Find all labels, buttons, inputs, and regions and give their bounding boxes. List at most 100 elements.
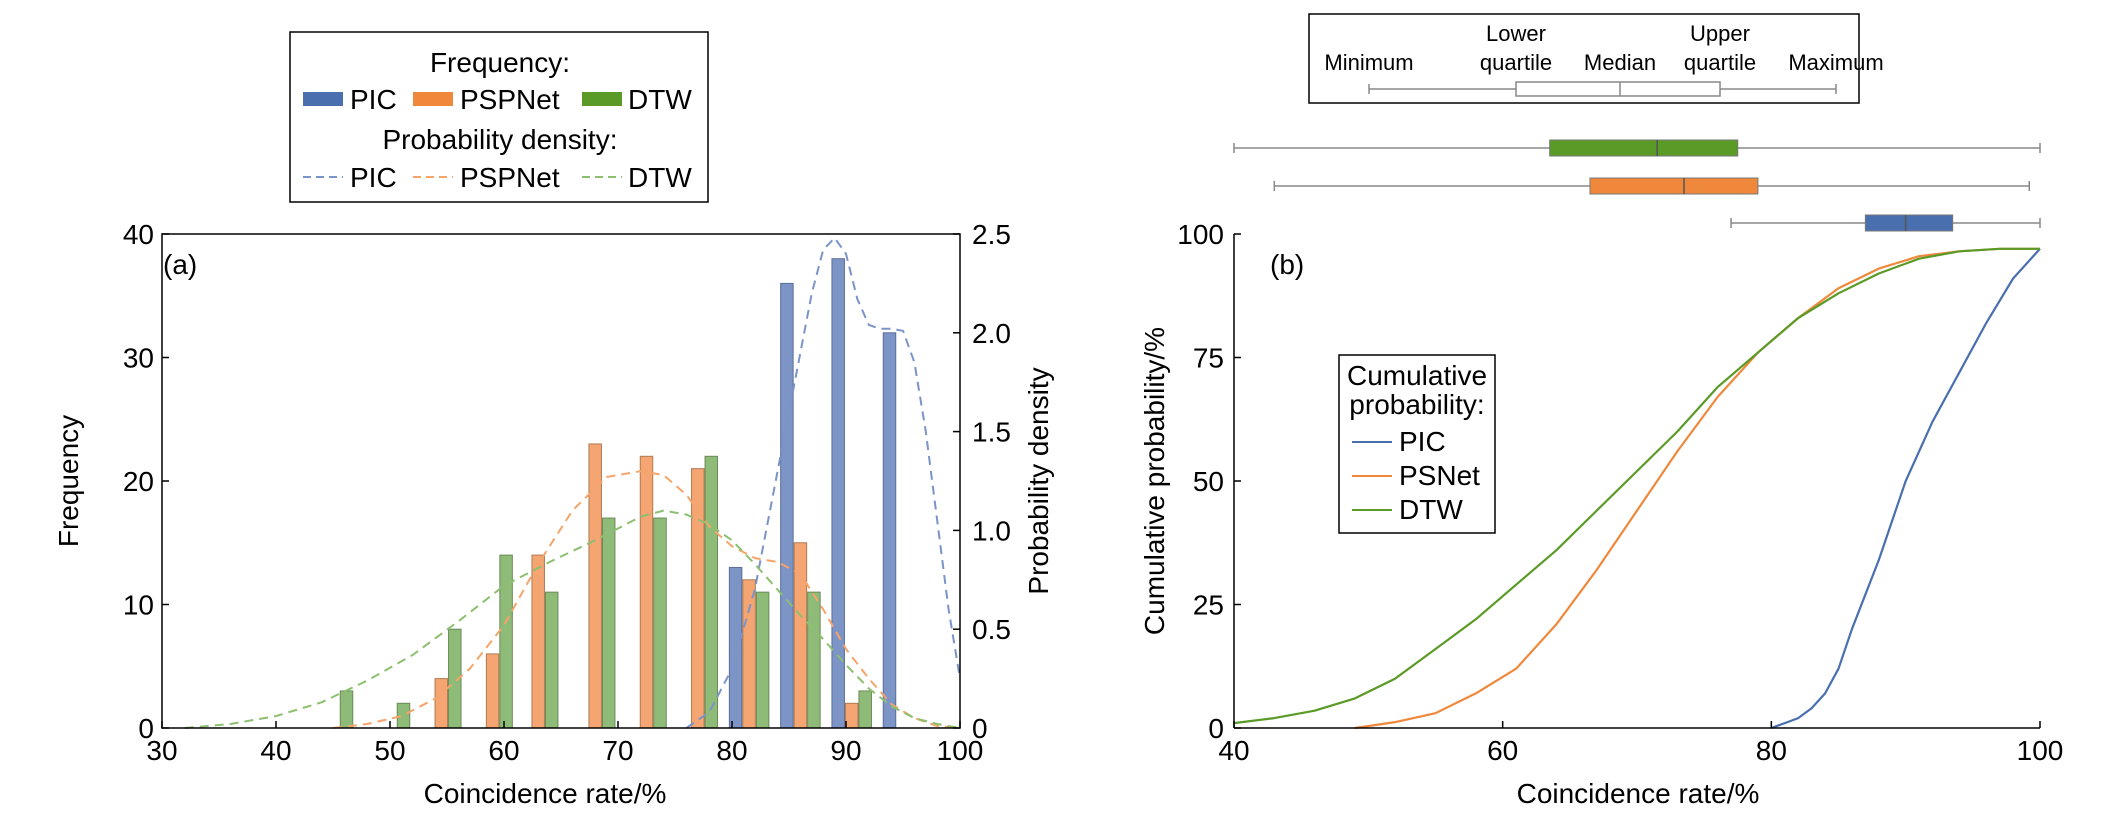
y2-tick-label: 2.0 (972, 318, 1011, 349)
y2-tick-label: 1.5 (972, 417, 1011, 448)
boxplot-legend-box (1515, 81, 1721, 97)
panel-a-density-curves (184, 237, 961, 729)
boxplot-legend-upper-line2: quartile (1684, 50, 1756, 75)
panel-a-y-ticks: 0 10 20 30 40 (123, 219, 169, 744)
panel-a-bars (339, 258, 897, 729)
x-tick-label: 90 (830, 735, 861, 766)
panel-a-legend: Frequency: PIC PSPNet DTW Probability de… (289, 31, 709, 203)
legend-a-frame (289, 31, 709, 203)
x-tick-label: 40 (1218, 735, 1249, 766)
legend-b-frame (1338, 354, 1496, 534)
bar-dtw-86 (807, 591, 821, 729)
density-curve-dtw (184, 509, 961, 729)
bar-pic-86 (780, 282, 794, 729)
density-curve-pspnet (332, 470, 961, 729)
x-tick-label: 100 (2017, 735, 2064, 766)
boxplot-legend-lower-line1: Lower (1486, 21, 1546, 46)
bar-dtw-59 (499, 554, 513, 729)
y-tick-label: 25 (1193, 590, 1224, 621)
x-tick-label: 80 (1756, 735, 1787, 766)
boxplot-box-dtw (1549, 139, 1739, 157)
legend-b-label-dtw: DTW (1399, 494, 1463, 525)
panel-a-y2-ticks: 0 0.5 1.0 1.5 2.0 2.5 (953, 219, 1011, 744)
panel-b-label: (b) (1270, 249, 1304, 280)
bar-pspnet-68 (588, 443, 602, 729)
bar-dtw-90.5 (858, 690, 872, 729)
y-tick-label: 100 (1177, 219, 1224, 250)
legend-b-label-psnet: PSNet (1399, 460, 1480, 491)
x-tick-label: 100 (937, 735, 984, 766)
boxplot-legend-maximum: Maximum (1788, 50, 1883, 75)
boxplot-legend: Minimum Lower quartile Median Upper quar… (1308, 13, 1884, 104)
bar-dtw-81.5 (755, 591, 770, 729)
panel-b-x-axis-label: Coincidence rate/% (1517, 778, 1760, 809)
y-tick-label: 20 (123, 466, 154, 497)
panel-b-x-ticks: 40 60 80 100 (1218, 721, 2063, 766)
boxplot-box-pspnet (1589, 177, 1759, 195)
x-tick-label: 30 (146, 735, 177, 766)
bar-pic-95 (882, 332, 897, 729)
legend-a-label-pic: PIC (350, 84, 397, 115)
y-tick-label: 10 (123, 590, 154, 621)
boxplot-legend-median: Median (1584, 50, 1656, 75)
boxplot-legend-minimum: Minimum (1324, 50, 1413, 75)
boxplot-legend-upper-line1: Upper (1690, 21, 1750, 46)
legend-b-title-line1: Cumulative (1347, 360, 1487, 391)
x-tick-label: 60 (1487, 735, 1518, 766)
bar-dtw-68 (601, 517, 616, 729)
cumulative-line-pic (1770, 248, 2041, 730)
boxplot-legend-lower-line2: quartile (1480, 50, 1552, 75)
y2-tick-label: 1.0 (972, 515, 1011, 546)
legend-a-swatch-pic (303, 92, 343, 106)
panel-b-boxplots (1233, 139, 2041, 232)
y2-tick-label: 2.5 (972, 219, 1011, 250)
legend-a-density-title: Probability density: (382, 124, 617, 155)
legend-a-density-label-pspnet: PSPNet (460, 162, 560, 193)
cumulative-line-psnet (1354, 247, 2040, 730)
x-tick-label: 50 (374, 735, 405, 766)
bar-dtw-45 (339, 690, 354, 729)
panel-a-chart: 30 40 50 60 70 80 90 100 0 10 20 30 40 0 0.5 1.0 1.5 2.… (53, 31, 1054, 809)
y2-tick-label: 0.5 (972, 614, 1011, 645)
y-tick-label: 50 (1193, 466, 1224, 497)
panel-b-y-axis-label: Cumulative probability/% (1139, 327, 1170, 635)
boxplot-box-pic (1864, 214, 1954, 232)
y-tick-label: 30 (123, 343, 154, 374)
legend-a-label-pspnet: PSPNet (460, 84, 560, 115)
bar-dtw-72.5 (653, 517, 667, 729)
panel-a-y-axis-label: Frequency (53, 415, 84, 547)
panel-b-lines (1233, 247, 2041, 730)
panel-b-chart: 40 60 80 100 0 25 50 75 100 (b) Coincidence rat… (1139, 13, 2063, 809)
bar-pspnet-77 (691, 468, 705, 729)
bar-pic-81.5 (728, 566, 743, 729)
bar-pspnet-72.5 (639, 455, 654, 729)
legend-b-label-pic: PIC (1399, 426, 1446, 457)
bar-pspnet-63 (531, 554, 545, 729)
panel-a-y2-axis-label: Probability density (1023, 367, 1054, 594)
y-tick-label: 0 (1208, 713, 1224, 744)
y-tick-label: 0 (138, 713, 154, 744)
bar-dtw-63 (544, 591, 559, 729)
bar-pspnet-59 (485, 653, 500, 729)
bar-dtw-77 (704, 455, 719, 729)
bar-pspnet-81.5 (742, 579, 756, 729)
legend-b-title-line2: probability: (1349, 389, 1484, 420)
x-tick-label: 80 (716, 735, 747, 766)
legend-a-label-dtw: DTW (628, 84, 692, 115)
density-curve-pic (685, 237, 961, 729)
panel-a-label: (a) (163, 249, 197, 280)
bar-pspnet-90.5 (844, 702, 859, 729)
legend-a-swatch-pspnet (413, 92, 453, 106)
panel-a-x-axis-label: Coincidence rate/% (424, 778, 667, 809)
cumulative-line-dtw (1233, 247, 2040, 725)
panel-b-legend: Cumulative probability: PIC PSNet DTW (1338, 354, 1496, 534)
y-tick-label: 40 (123, 219, 154, 250)
legend-a-frequency-title: Frequency: (430, 47, 570, 78)
legend-a-swatch-dtw (582, 92, 622, 106)
y-tick-label: 75 (1193, 343, 1224, 374)
panel-b-y-ticks: 0 25 50 75 100 (1177, 219, 1241, 744)
x-tick-label: 40 (260, 735, 291, 766)
x-tick-label: 60 (488, 735, 519, 766)
bar-pic-90.5 (831, 258, 845, 729)
